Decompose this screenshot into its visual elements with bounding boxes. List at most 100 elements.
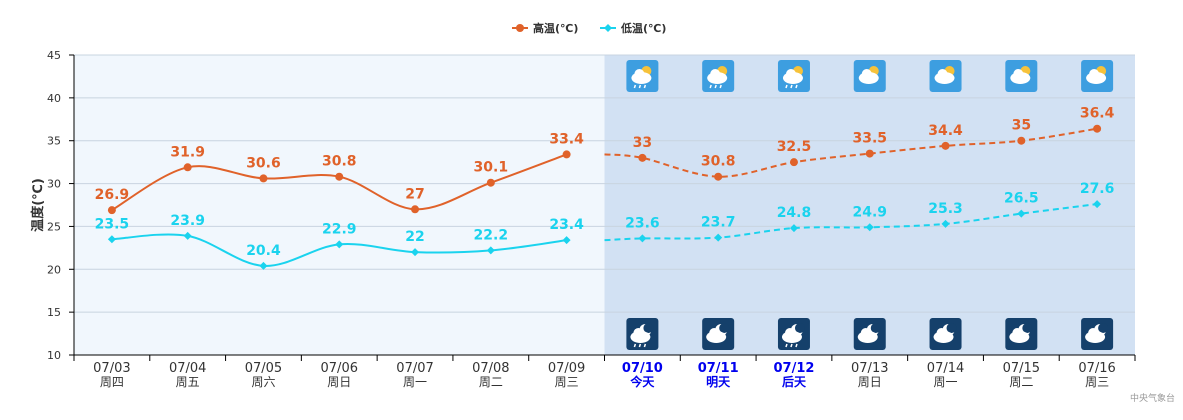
data-label: 31.9 — [170, 144, 205, 160]
cloud-shape — [633, 328, 644, 338]
history-background — [74, 55, 605, 355]
legend-label: 低温(℃) — [620, 21, 666, 35]
data-point — [335, 240, 344, 249]
x-weekday-label: 周日 — [858, 375, 882, 389]
y-tick-label: 20 — [47, 263, 61, 276]
data-point — [714, 172, 723, 181]
data-point — [789, 224, 798, 233]
rain-drop — [790, 343, 793, 348]
data-point — [183, 231, 192, 240]
data-point — [486, 178, 495, 187]
x-tick-label: 07/03 — [93, 361, 130, 376]
legend-marker — [604, 24, 612, 32]
data-point — [941, 219, 950, 228]
data-label: 26.5 — [1004, 191, 1039, 207]
cloud-shape — [785, 69, 796, 79]
data-label: 26.9 — [95, 187, 130, 203]
rain-drop — [643, 343, 647, 348]
rain-moon-icon — [626, 318, 659, 350]
x-weekday-label: 周二 — [1009, 375, 1033, 389]
credit-text: 中央气象台 — [1129, 394, 1175, 404]
x-weekday-label: 周六 — [251, 375, 275, 389]
x-weekday-label: 周二 — [479, 375, 503, 389]
data-point — [107, 235, 116, 244]
rain-drop — [638, 343, 642, 348]
rain-sun-icon — [777, 60, 810, 92]
data-point — [486, 246, 495, 255]
x-weekday-label: 周一 — [934, 375, 958, 389]
data-label: 33 — [633, 135, 652, 151]
data-point — [714, 233, 723, 242]
data-point — [1093, 124, 1102, 133]
y-axis-label: 温度(℃) — [30, 178, 46, 232]
rain-sun-icon — [626, 60, 659, 92]
cloud-shape — [1013, 69, 1024, 79]
rain-drop — [795, 343, 798, 348]
data-label: 27 — [405, 186, 424, 202]
forecast-background — [604, 55, 1135, 355]
partly-cloudy-icon — [1081, 60, 1114, 92]
data-label: 23.6 — [625, 215, 660, 231]
data-point — [183, 163, 192, 172]
legend: 高温(℃) 低温(℃) — [512, 21, 666, 35]
data-label: 35 — [1012, 118, 1031, 134]
data-label: 23.7 — [701, 215, 736, 231]
data-point — [411, 205, 420, 214]
data-point — [865, 223, 874, 232]
cloud-shape — [860, 328, 871, 338]
data-point — [562, 236, 571, 245]
data-point — [1017, 209, 1026, 218]
x-tick-label: 07/13 — [851, 361, 888, 376]
y-tick-label: 35 — [47, 135, 61, 148]
x-tick-label: 07/12 — [773, 361, 814, 376]
data-point — [941, 141, 950, 150]
moon-cut — [719, 323, 730, 333]
data-label: 22.2 — [474, 227, 509, 243]
data-point — [638, 234, 647, 243]
y-tick-label: 10 — [47, 349, 61, 362]
x-weekday-label: 周日 — [327, 375, 351, 389]
x-weekday-label: 周一 — [403, 375, 427, 389]
cloudy-moon-icon — [1081, 318, 1114, 350]
x-tick-label: 07/04 — [169, 361, 206, 376]
rain-drop — [643, 84, 647, 89]
rain-drop — [795, 84, 798, 89]
rain-drop — [785, 343, 788, 348]
rain-drop — [638, 84, 642, 89]
data-label: 33.4 — [549, 131, 584, 147]
data-label: 33.5 — [852, 131, 887, 147]
x-weekday-label: 明天 — [706, 375, 731, 389]
data-label: 23.4 — [549, 217, 584, 233]
rain-drop — [633, 343, 637, 348]
x-tick-label: 07/14 — [927, 361, 964, 376]
x-tick-label: 07/16 — [1078, 361, 1115, 376]
x-tick-label: 07/07 — [396, 361, 433, 376]
y-tick-label: 40 — [47, 92, 61, 105]
data-label: 32.5 — [777, 139, 812, 155]
legend-label: 高温(℃) — [533, 21, 578, 35]
data-point — [789, 158, 798, 167]
data-label: 36.4 — [1080, 106, 1115, 122]
rain-drop — [719, 84, 722, 89]
cloud-shape — [937, 69, 948, 79]
data-label: 24.8 — [777, 205, 812, 221]
x-tick-label: 07/06 — [321, 361, 358, 376]
rain-drop — [790, 84, 793, 89]
x-tick-label: 07/10 — [622, 361, 663, 376]
rain-moon-icon — [777, 318, 810, 350]
data-point — [1017, 136, 1026, 145]
moon-cut — [870, 323, 881, 333]
data-label: 23.5 — [95, 216, 130, 232]
partly-cloudy-icon — [929, 60, 962, 92]
rain-drop — [714, 84, 717, 89]
cloudy-moon-icon — [1005, 318, 1038, 350]
y-tick-label: 30 — [47, 178, 61, 191]
cloud-shape — [709, 328, 720, 338]
cloud-shape — [710, 69, 721, 79]
cloud-shape — [936, 328, 947, 338]
data-label: 24.9 — [852, 204, 887, 220]
data-label: 30.8 — [322, 154, 357, 170]
rain-drop — [785, 84, 788, 89]
